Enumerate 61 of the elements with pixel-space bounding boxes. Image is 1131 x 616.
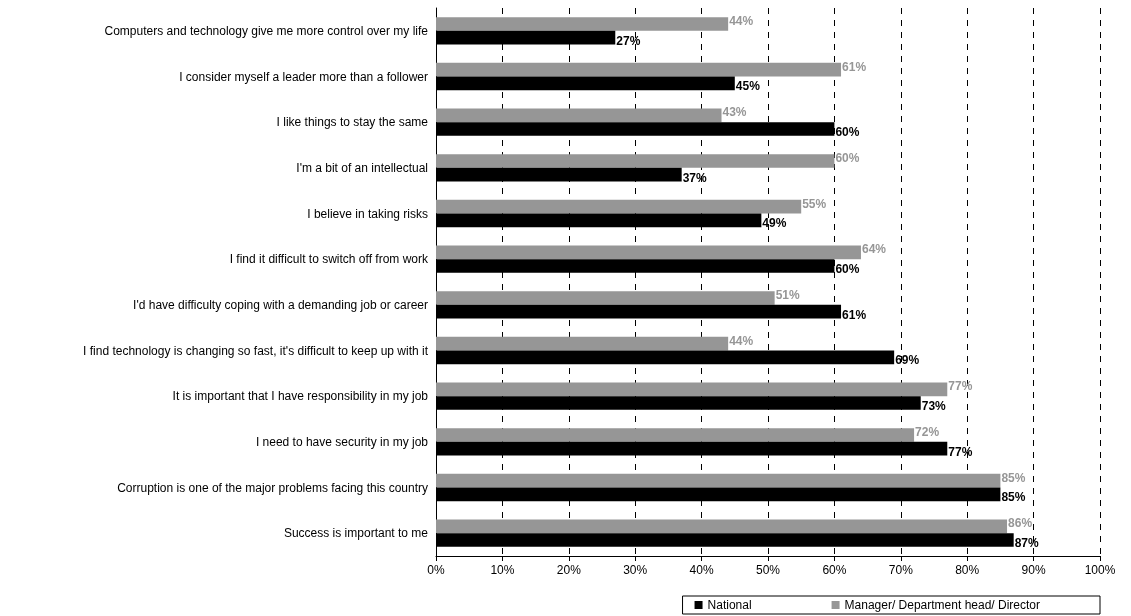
data-label: 45%	[735, 79, 761, 94]
data-label: 64%	[861, 242, 887, 257]
data-label: 44%	[729, 13, 754, 28]
x-tick-label: 60%	[822, 563, 847, 577]
data-label: 61%	[842, 307, 867, 322]
bar	[436, 108, 722, 123]
data-label: 87%	[1014, 536, 1040, 551]
x-tick-label: 0%	[427, 563, 445, 577]
data-label: 72%	[915, 424, 940, 439]
data-label: 55%	[802, 196, 827, 211]
data-label: 43%	[722, 105, 747, 120]
y-tick-label: Corruption is one of the major problems facing this country	[117, 480, 428, 495]
y-tick-label: I believe in taking risks	[307, 206, 428, 221]
bar	[436, 17, 729, 31]
y-tick-label: Success is important to me	[283, 526, 429, 541]
x-tick-label: 40%	[689, 563, 714, 577]
y-tick-label: I find technology is changing so fast, it's difficult to keep up with it	[83, 343, 429, 358]
legend-label: Manager/ Department head/ Director	[844, 598, 1041, 612]
x-tick-label: 10%	[490, 563, 515, 577]
x-tick-label: 100%	[1084, 563, 1116, 577]
y-tick-label: I need to have security in my job	[255, 434, 429, 449]
bar	[436, 154, 835, 168]
y-tick-label: I consider myself a leader more than a follower	[179, 69, 428, 84]
data-label: 37%	[682, 170, 708, 185]
y-tick-label: I'm a bit of an intellectual	[296, 160, 428, 175]
bar	[436, 382, 948, 397]
legend-label: National	[707, 598, 752, 612]
data-label: 61%	[842, 59, 867, 74]
data-label: 49%	[762, 216, 787, 231]
bar	[436, 199, 802, 214]
data-label: 85%	[1001, 470, 1026, 485]
bar	[436, 291, 775, 305]
y-tick-label: I'd have difficulty coping with a demanding job or career	[133, 297, 428, 312]
data-label: 27%	[616, 33, 641, 48]
x-tick-label: 70%	[888, 563, 914, 577]
bar	[436, 245, 861, 260]
bar	[436, 519, 1008, 534]
x-tick-label: 30%	[623, 563, 648, 577]
data-label: 60%	[835, 262, 860, 277]
data-label: 69%	[895, 353, 920, 368]
data-label: 77%	[948, 444, 973, 459]
y-tick-label: I like things to stay the same	[276, 115, 429, 130]
data-label: 73%	[921, 399, 947, 414]
x-tick-label: 50%	[755, 563, 781, 577]
data-label: 60%	[835, 150, 860, 165]
y-tick-label: I find it difficult to switch off from work	[229, 252, 429, 267]
y-tick-label: Computers and technology give me more control over my life	[104, 23, 429, 38]
bar	[436, 336, 729, 351]
x-tick-label: 90%	[1021, 563, 1046, 577]
bar	[436, 473, 1001, 488]
bar	[436, 62, 842, 77]
x-tick-label: 20%	[556, 563, 582, 577]
data-label: 51%	[775, 287, 800, 302]
data-label: 44%	[729, 333, 754, 348]
data-label: 77%	[948, 379, 973, 394]
data-label: 85%	[1001, 490, 1026, 505]
data-label: 86%	[1008, 516, 1033, 531]
bar	[436, 428, 915, 442]
data-label: 60%	[835, 125, 860, 140]
y-tick-label: It is important that I have responsibility in my job	[172, 389, 429, 404]
x-tick-label: 80%	[955, 563, 980, 577]
